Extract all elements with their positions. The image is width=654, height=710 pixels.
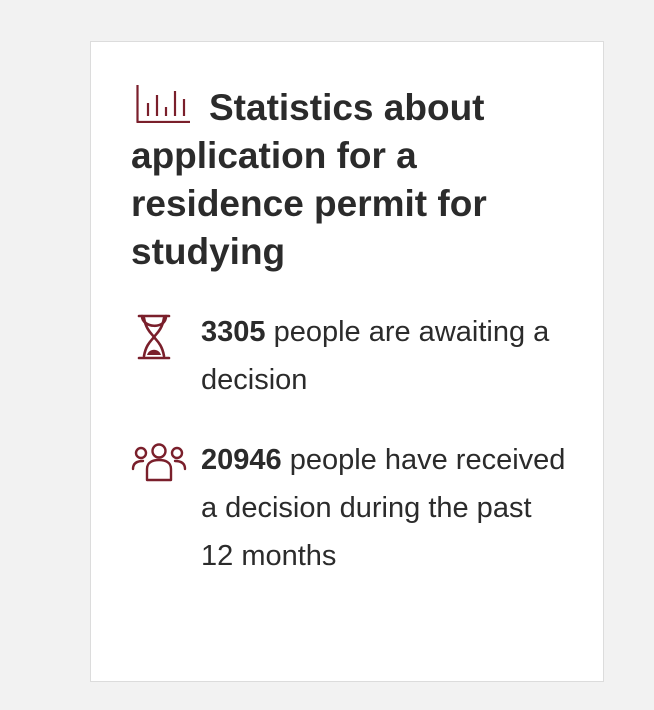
hourglass-icon: [137, 314, 171, 360]
bar-chart-icon: [136, 85, 190, 123]
card-title: Statistics about application for a resid…: [131, 87, 487, 272]
stat-description: people are awaiting a decision: [201, 316, 550, 396]
stat-text: 20946 people have received a decision du…: [201, 436, 571, 580]
stat-number: 3305: [201, 316, 266, 348]
stat-text: 3305 people are awaiting a decision: [201, 308, 571, 404]
people-group-icon: [131, 443, 187, 482]
stat-description: people have received a decision during t…: [201, 444, 566, 572]
statistics-card: Statistics about application for a resid…: [90, 41, 604, 682]
stat-number: 20946: [201, 444, 282, 476]
